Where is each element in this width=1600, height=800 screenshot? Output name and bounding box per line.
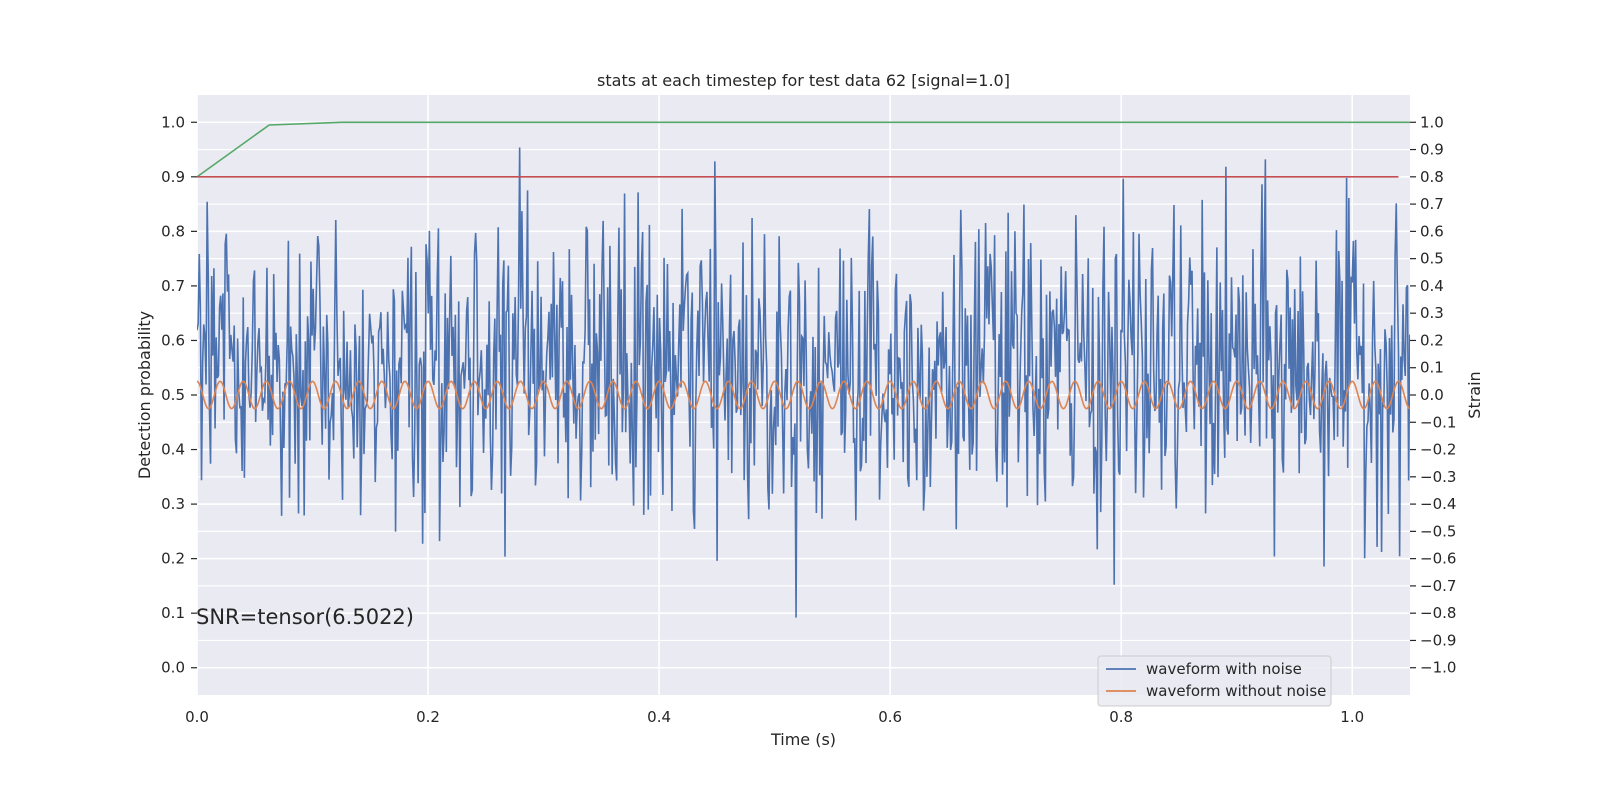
y-tick-label: 0.7 bbox=[161, 277, 185, 295]
left-axis-ticks: 0.0 0.1 0.2 0.3 0.4 0.5 0.6 0.7 0.8 0.9 1.0 bbox=[161, 113, 197, 677]
y-tick-label: 0.9 bbox=[161, 168, 185, 186]
y2-tick-label: −1.0 bbox=[1420, 659, 1456, 677]
x-tick-label: 0.8 bbox=[1109, 708, 1133, 726]
y2-tick-label: 1.0 bbox=[1420, 113, 1444, 131]
y-tick-label: 0.4 bbox=[161, 441, 185, 459]
x-tick-label: 0.0 bbox=[185, 708, 209, 726]
y-tick-label: 0.6 bbox=[161, 331, 185, 349]
y2-tick-label: −0.2 bbox=[1420, 441, 1456, 459]
y2-tick-label: 0.6 bbox=[1420, 222, 1444, 240]
y2-tick-label: 0.4 bbox=[1420, 277, 1444, 295]
y2-tick-label: 0.7 bbox=[1420, 195, 1444, 213]
y2-tick-label: −0.6 bbox=[1420, 550, 1456, 568]
y-tick-label: 0.5 bbox=[161, 386, 185, 404]
chart-title: stats at each timestep for test data 62 … bbox=[597, 71, 1010, 90]
y-tick-label: 0.0 bbox=[161, 659, 185, 677]
y2-tick-label: −0.3 bbox=[1420, 468, 1456, 486]
snr-annotation: SNR=tensor(6.5022) bbox=[196, 605, 414, 629]
series-layer bbox=[197, 121, 1410, 618]
y2-tick-label: 0.9 bbox=[1420, 141, 1444, 159]
x-axis-title: Time (s) bbox=[770, 730, 836, 749]
y2-tick-label: 0.2 bbox=[1420, 331, 1444, 349]
x-tick-label: 1.0 bbox=[1340, 708, 1364, 726]
y-tick-label: 0.3 bbox=[161, 495, 185, 513]
series-waveform-with-noise bbox=[197, 147, 1410, 618]
y2-tick-label: −0.4 bbox=[1420, 495, 1456, 513]
y2-tick-label: 0.3 bbox=[1420, 304, 1444, 322]
y2-tick-label: 0.8 bbox=[1420, 168, 1444, 186]
y2-tick-label: −0.9 bbox=[1420, 631, 1456, 649]
legend-label-clean: waveform without noise bbox=[1146, 682, 1326, 700]
legend: waveform with noise waveform without noi… bbox=[1097, 655, 1332, 707]
y2-tick-label: 0.0 bbox=[1420, 386, 1444, 404]
y2-axis-title: Strain bbox=[1465, 371, 1484, 418]
right-axis-ticks: −1.0 −0.9 −0.8 −0.7 −0.6 −0.5 −0.4 −0.3 −0.2 −0.1… bbox=[1410, 113, 1456, 677]
y2-tick-label: −0.5 bbox=[1420, 522, 1456, 540]
x-tick-label: 0.2 bbox=[416, 708, 440, 726]
y2-tick-label: 0.5 bbox=[1420, 250, 1444, 268]
y-tick-label: 1.0 bbox=[161, 113, 185, 131]
y-axis-title: Detection probability bbox=[135, 311, 154, 479]
y2-tick-label: −0.8 bbox=[1420, 604, 1456, 622]
y2-tick-label: 0.1 bbox=[1420, 359, 1444, 377]
y2-tick-label: −0.1 bbox=[1420, 413, 1456, 431]
legend-label-noisy: waveform with noise bbox=[1146, 660, 1302, 678]
x-tick-label: 0.6 bbox=[878, 708, 902, 726]
y-tick-label: 0.8 bbox=[161, 222, 185, 240]
y-tick-label: 0.1 bbox=[161, 604, 185, 622]
series-waveform-without-noise bbox=[197, 380, 1410, 410]
legend-box bbox=[1097, 655, 1332, 707]
bottom-axis-ticks: 0.0 0.2 0.4 0.6 0.8 1.0 bbox=[185, 708, 1364, 726]
y-tick-label: 0.2 bbox=[161, 550, 185, 568]
series-detection-probability bbox=[197, 121, 1410, 178]
x-tick-label: 0.4 bbox=[647, 708, 671, 726]
y2-tick-label: −0.7 bbox=[1420, 577, 1456, 595]
